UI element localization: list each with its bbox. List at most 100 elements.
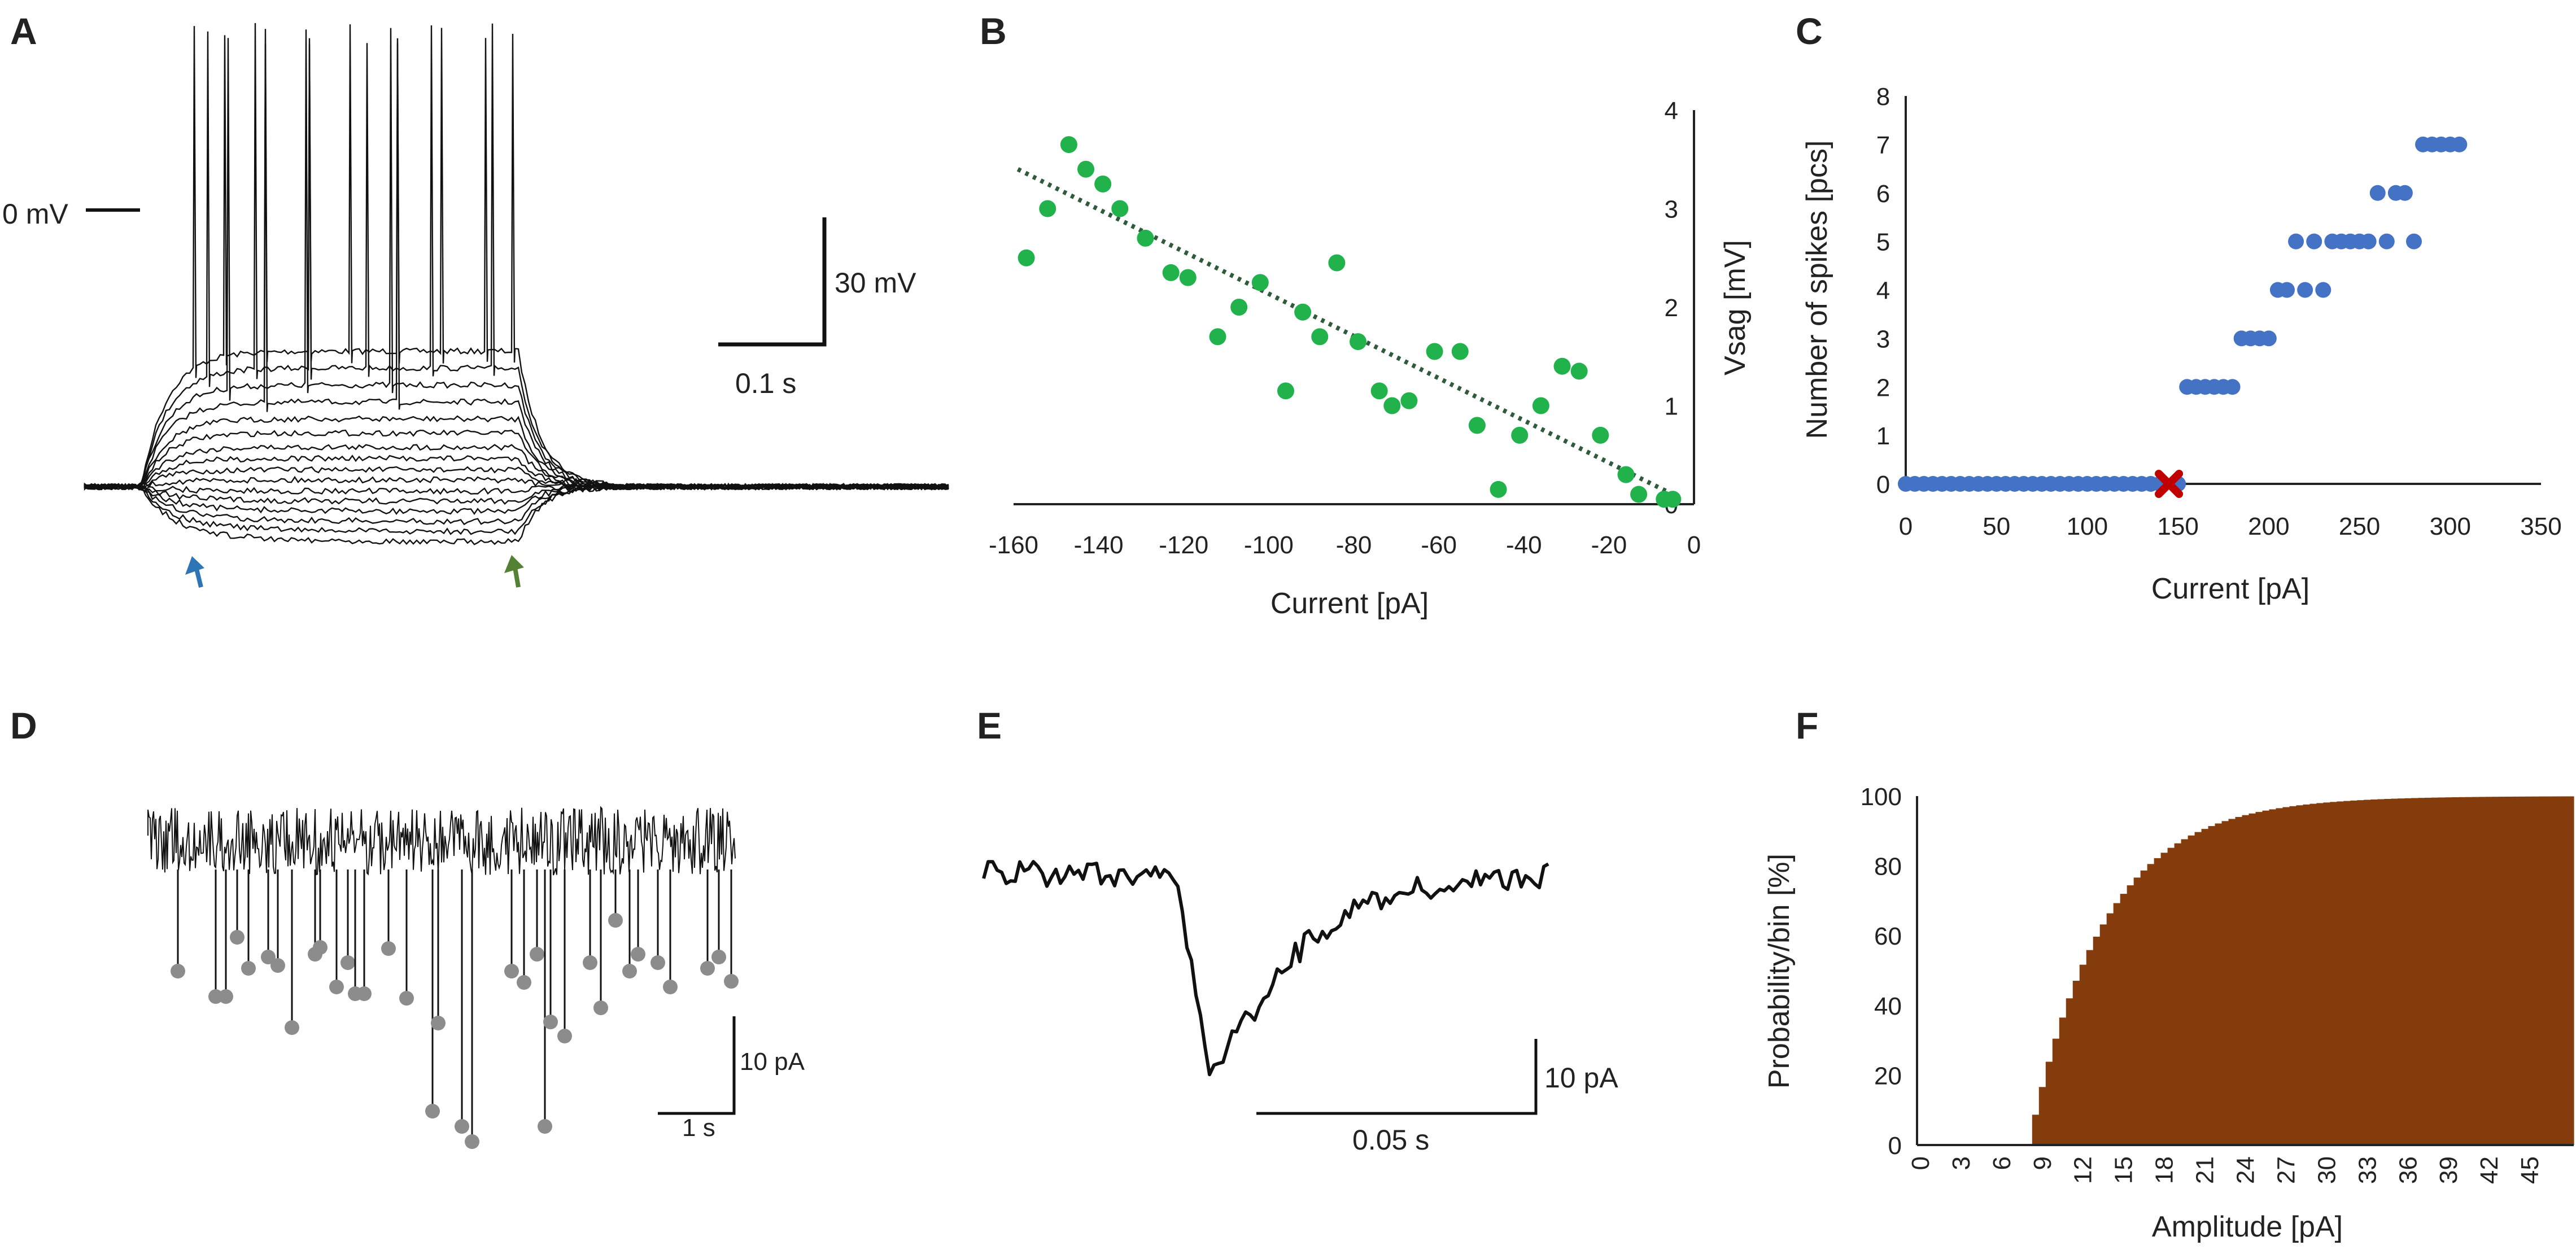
f-bar [2316, 803, 2324, 1145]
f-x-tick: 21 [2191, 1156, 2219, 1184]
b-point [1111, 200, 1129, 217]
f-y-tick: 20 [1874, 1062, 1902, 1090]
f-bar [2418, 798, 2425, 1145]
panel-f-label: F [1796, 705, 1818, 746]
f-bar [2154, 858, 2162, 1145]
f-x-tick: 18 [2151, 1156, 2178, 1184]
f-bar [2038, 1087, 2046, 1145]
panel-c-label: C [1796, 10, 1823, 52]
event-marker [425, 1104, 440, 1118]
f-bar [2540, 796, 2547, 1145]
f-bar [2059, 1017, 2067, 1145]
scalebar-e-current: 10 pA [1544, 1062, 1618, 1094]
f-y-axis-label: Probability/bin [%] [1763, 854, 1796, 1089]
b-point [1251, 274, 1269, 291]
f-bar [2560, 796, 2568, 1145]
c-point [2297, 282, 2313, 298]
f-bar [2513, 796, 2520, 1145]
c-y-tick: 0 [1876, 471, 1890, 499]
c-x-axis-label: Current [pA] [2151, 573, 2309, 605]
f-bar [2106, 913, 2114, 1145]
b-data-points [1018, 136, 1682, 508]
c-point [2224, 379, 2241, 395]
c-point [2260, 330, 2277, 347]
panel-d-label: D [10, 705, 37, 746]
event-marker [724, 974, 739, 989]
f-bar [2567, 796, 2574, 1145]
c-y-tick-labels: 0 1 2 3 4 5 6 7 8 [1876, 83, 1890, 499]
b-point [1511, 426, 1529, 444]
f-bar [2330, 802, 2337, 1145]
f-bar [2357, 800, 2364, 1145]
f-bar [2221, 821, 2229, 1145]
event-marker [650, 955, 665, 970]
f-bar [2289, 806, 2297, 1145]
f-bar [2465, 797, 2473, 1145]
noise-trace [147, 806, 736, 876]
c-y-axis-label: Number of spikes [pcs] [1801, 141, 1833, 439]
c-point [2288, 233, 2304, 250]
c-x-tick: 300 [2430, 513, 2471, 540]
f-bar [2248, 813, 2256, 1145]
panel-a: A 0 mV 30 mV 0.1 s [2, 10, 949, 588]
stim-start-arrow-icon [185, 556, 204, 588]
event-marker [538, 1119, 552, 1134]
c-point [2315, 282, 2332, 298]
b-point [1400, 392, 1418, 409]
f-bar [2133, 877, 2141, 1145]
event-marker [329, 980, 344, 994]
f-bar [2032, 1115, 2040, 1145]
panel-c: C 0 50 100 150 200 250 300 350 0 1 2 3 4 5 6 7 8 Curren… [1796, 10, 2562, 605]
f-bar [2425, 797, 2432, 1145]
panel-b: B -160 -140 -120 -100 -80 -60 -40 -20 0 0 1 2 3 4 Cu… [980, 10, 1752, 620]
b-y-tick: 1 [1665, 393, 1678, 421]
b-point [1451, 343, 1469, 360]
f-x-axis-label: Amplitude [pA] [2152, 1211, 2343, 1243]
b-x-tick: 0 [1687, 531, 1701, 559]
f-bar [2533, 796, 2540, 1145]
c-point [2378, 233, 2395, 250]
c-point [2451, 136, 2468, 152]
f-bar [2262, 810, 2270, 1145]
f-bar [2499, 797, 2507, 1145]
event-marker [208, 989, 223, 1004]
f-bar [2459, 797, 2466, 1145]
event-marker [557, 1029, 572, 1043]
panel-f: F 0 3 6 9 12 15 18 21 24 27 30 33 36 39 42 45 020406080… [1763, 705, 2574, 1243]
b-point [1426, 343, 1443, 360]
c-data-points [1898, 136, 2468, 492]
voltage-trace [84, 483, 949, 545]
event-marker [504, 964, 519, 978]
f-bar [2309, 803, 2317, 1145]
c-x-tick: 100 [2067, 513, 2108, 540]
b-point [1664, 491, 1682, 508]
b-x-tick-labels: -160 -140 -120 -100 -80 -60 -40 -20 0 [989, 531, 1701, 559]
f-x-tick: 24 [2232, 1156, 2260, 1184]
scalebar-a-voltage: 30 mV [835, 267, 916, 299]
stim-end-arrow-icon [504, 555, 524, 588]
f-bar [2181, 839, 2189, 1145]
f-bar [2391, 798, 2398, 1145]
c-y-tick: 4 [1876, 277, 1890, 305]
f-x-tick: 0 [1907, 1156, 1935, 1170]
panel-a-label: A [10, 10, 37, 52]
f-bar [2120, 894, 2128, 1145]
event-marker [313, 940, 328, 955]
f-bar [2201, 829, 2209, 1145]
panel-b-label: B [980, 10, 1007, 52]
f-y-tick: 80 [1874, 853, 1902, 881]
event-marker [465, 1134, 479, 1149]
f-x-tick: 15 [2110, 1156, 2138, 1184]
f-x-tick: 30 [2313, 1156, 2341, 1184]
event-marker [711, 950, 726, 964]
f-bar [2167, 847, 2175, 1145]
f-bar [2547, 796, 2554, 1145]
b-y-tick: 2 [1665, 294, 1678, 322]
f-bar [2208, 826, 2216, 1145]
f-x-tick: 27 [2272, 1156, 2300, 1184]
f-bar [2506, 796, 2513, 1145]
event-marker [340, 955, 355, 970]
c-point [2306, 233, 2322, 250]
b-x-tick: -80 [1336, 531, 1372, 559]
